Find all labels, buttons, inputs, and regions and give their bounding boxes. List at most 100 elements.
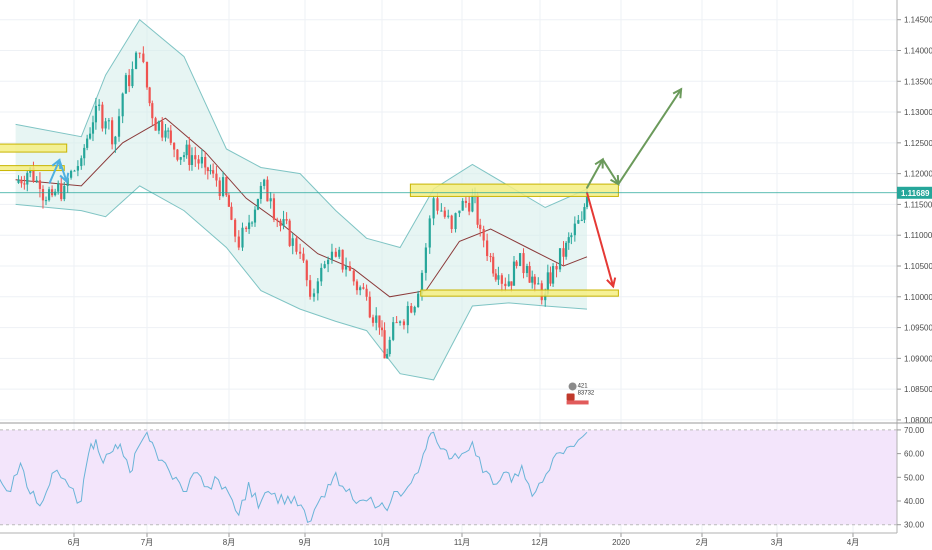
support-resistance-zones[interactable] (0, 143, 619, 297)
candle-body (47, 189, 51, 201)
rsi-panel (0, 429, 897, 526)
candle-body (583, 207, 586, 220)
y-tick-label: 1.13000 (904, 108, 932, 117)
candle-body (107, 120, 110, 122)
x-tick-label: 2月 (696, 538, 708, 547)
candle-body (86, 138, 89, 148)
candle-body (406, 306, 409, 326)
candle-body (38, 180, 42, 190)
candle-body (544, 293, 547, 301)
early-projection-arrow[interactable] (48, 158, 70, 184)
event-stripe (566, 400, 589, 405)
candle-body (241, 227, 244, 248)
candle-body (117, 116, 121, 137)
candle-body (410, 306, 413, 313)
y-tick-label: 1.11500 (904, 200, 932, 209)
rsi-tick-label: 30.00 (904, 521, 925, 530)
candle-body (428, 218, 431, 248)
rsi-line (0, 431, 588, 523)
event-badge-text: 83732 (578, 390, 595, 396)
candle-body (497, 275, 500, 280)
candle-body (577, 220, 580, 224)
candle-body (245, 227, 248, 230)
candle-body (362, 287, 365, 289)
zone-0[interactable] (0, 143, 68, 153)
candle-body (368, 296, 371, 318)
projection-segment (58, 159, 68, 183)
candle-body (76, 166, 79, 171)
candle-body (250, 222, 254, 224)
rsi-tick-label: 70.00 (904, 426, 925, 435)
y-tick-label: 1.09000 (904, 354, 932, 363)
candle-body (80, 158, 83, 167)
candle-body (476, 194, 479, 225)
candle-body (23, 183, 26, 185)
candle-body (316, 281, 319, 294)
candle-body (164, 130, 167, 138)
candle-body (440, 210, 443, 212)
candle-body (454, 213, 457, 230)
candle-body (206, 167, 209, 172)
candle-body (395, 322, 398, 324)
zone-1[interactable] (0, 165, 65, 172)
candle-body (468, 202, 471, 212)
candle-body (253, 209, 257, 223)
last-price-badge-bg (897, 186, 932, 199)
candle-body (145, 61, 149, 88)
candle-body (291, 238, 294, 246)
y-tick-label: 1.08500 (904, 385, 932, 394)
bull-projection-arrow[interactable] (586, 87, 683, 189)
candle-body (182, 155, 186, 158)
candle-body (142, 53, 145, 62)
y-tick-label: 1.12500 (904, 139, 932, 148)
zone-2[interactable] (409, 183, 619, 197)
candle-body (479, 224, 482, 230)
candle-body (420, 272, 424, 294)
candle-body (461, 200, 464, 211)
candle-body (104, 121, 107, 129)
candle-body (272, 198, 276, 220)
candle-body (285, 219, 288, 221)
x-tick-label: 8月 (223, 538, 235, 547)
last-price-label: 1.11689 (901, 189, 930, 198)
candle-body (73, 170, 76, 172)
candle-body (225, 177, 228, 196)
y-tick-label: 1.14500 (904, 16, 932, 25)
candle-body (121, 93, 124, 117)
candle-body (305, 260, 308, 281)
projection-arrows[interactable] (48, 87, 683, 289)
candle-body (185, 144, 188, 156)
candle-body (500, 275, 503, 284)
candle-body (131, 68, 134, 87)
candle-body (510, 281, 513, 286)
candle-body (375, 315, 378, 323)
last-price-tag: 1.11689 (0, 186, 932, 199)
bear-projection-arrow[interactable] (586, 191, 617, 289)
rsi-band-fill (0, 429, 897, 525)
candle-body (344, 265, 348, 270)
candle-body (392, 322, 395, 340)
candle-body (417, 293, 420, 308)
candle-body (482, 229, 485, 241)
candle-body (279, 220, 282, 226)
candle-body (60, 183, 63, 200)
zone-3[interactable] (420, 289, 619, 297)
candle-body (549, 272, 552, 284)
candle-body (458, 210, 461, 214)
x-tick-label: 7月 (141, 538, 153, 547)
candle-body (215, 173, 218, 181)
candle-body (209, 170, 212, 172)
candle-body (269, 198, 272, 202)
bollinger-lower-band (15, 185, 588, 381)
candle-body (565, 242, 568, 257)
candle-body (148, 87, 151, 104)
y-tick-label: 1.10000 (904, 293, 932, 302)
candle-body (471, 195, 474, 212)
candle-body (221, 177, 225, 197)
projection-segment (617, 88, 683, 186)
candle-body (237, 236, 240, 248)
projection-arrowhead (59, 172, 70, 184)
